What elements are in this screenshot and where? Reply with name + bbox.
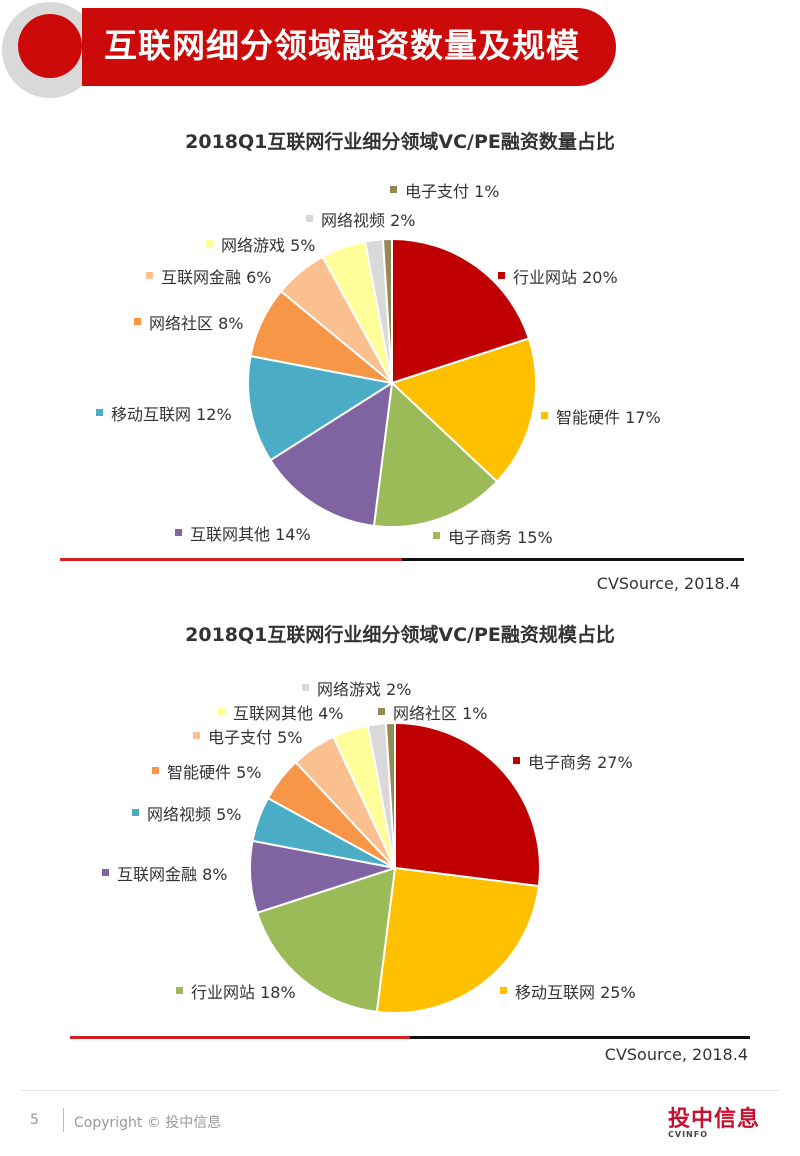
slice-label: 电子商务 27% [513, 753, 633, 772]
slice-label: 行业网站 20% [498, 268, 618, 287]
divider-black [402, 558, 744, 561]
legend-swatch [146, 272, 153, 279]
slice-label-text: 网络游戏 5% [221, 236, 315, 255]
slice-label-text: 电子商务 15% [448, 528, 553, 547]
legend-swatch [152, 767, 159, 774]
chart-financing-count: 2018Q1互联网行业细分领域VC/PE融资数量占比 行业网站 20% 智能硬件 … [60, 131, 744, 593]
slice-label: 智能硬件 17% [541, 408, 661, 427]
legend-swatch [102, 869, 109, 876]
divider-red [70, 1036, 410, 1039]
pie-slice [375, 866, 540, 1014]
logo-text: 投中信息 [668, 1107, 761, 1132]
footer-separator [63, 1108, 64, 1132]
divider-black [410, 1036, 750, 1039]
slice-label: 智能硬件 5% [152, 763, 261, 782]
slice-label-text: 互联网金融 8% [117, 865, 227, 884]
pie-slice [269, 381, 394, 527]
logo-subtext: CVINFO [668, 1130, 708, 1139]
pie-slice [390, 337, 537, 483]
legend-swatch [500, 987, 507, 994]
slice-label: 互联网其他 4% [218, 704, 343, 723]
source-note: CVSource, 2018.4 [596, 574, 740, 593]
legend-swatch [433, 532, 440, 539]
pie-slice [394, 721, 541, 888]
pie-slice [391, 237, 531, 385]
slice-label-text: 网络社区 1% [393, 704, 487, 723]
cvinfo-logo: 投中信息 CVINFO [668, 1101, 761, 1141]
slice-label-text: 电子支付 1% [405, 182, 499, 201]
legend-swatch [306, 215, 313, 222]
slice-label-text: 网络游戏 2% [317, 680, 411, 699]
legend-swatch [218, 708, 225, 715]
slice-label-text: 网络视频 5% [147, 805, 241, 824]
footer-divider [20, 1090, 780, 1091]
chart-financing-scale: 2018Q1互联网行业细分领域VC/PE融资规模占比 电子商务 27% 移动互联网… [70, 624, 750, 1064]
header-decor-dot [18, 14, 82, 78]
slice-label-text: 网络社区 8% [149, 314, 243, 333]
legend-swatch [193, 732, 200, 739]
slice-label-text: 电子支付 5% [208, 728, 302, 747]
slice-label-text: 电子商务 27% [528, 753, 633, 772]
slice-label-text: 智能硬件 5% [167, 763, 261, 782]
slice-label: 电子支付 1% [390, 182, 499, 201]
legend-swatch [302, 684, 309, 691]
slice-label-text: 行业网站 18% [191, 983, 296, 1002]
legend-swatch [541, 412, 548, 419]
slice-label: 电子支付 5% [193, 728, 302, 747]
legend-swatch [132, 809, 139, 816]
page-number: 5 [30, 1112, 39, 1128]
slice-label-text: 互联网其他 14% [190, 525, 311, 544]
slice-label: 行业网站 18% [176, 983, 296, 1002]
legend-swatch [96, 409, 103, 416]
slice-label-text: 互联网金融 6% [161, 268, 271, 287]
slice-label: 网络视频 2% [306, 211, 415, 230]
slice-label-text: 互联网其他 4% [233, 704, 343, 723]
pie-chart-count: 行业网站 20% 智能硬件 17% 电子商务 15% 互联网其他 14% 移动互联网 1… [96, 182, 661, 547]
pie-slice [247, 354, 395, 462]
legend-swatch [134, 318, 141, 325]
chart-title: 2018Q1互联网行业细分领域VC/PE融资数量占比 [185, 131, 615, 153]
header-banner [82, 8, 616, 86]
legend-swatch [378, 708, 385, 715]
slice-label: 网络游戏 5% [206, 236, 315, 255]
slice-label: 移动互联网 25% [500, 983, 636, 1002]
slice-label: 电子商务 15% [433, 528, 553, 547]
pie-slice [384, 721, 396, 869]
legend-swatch [175, 529, 182, 536]
page-title: 互联网细分领域融资数量及规模 [104, 26, 580, 65]
slice-label: 互联网金融 8% [102, 865, 227, 884]
slice-label: 网络视频 5% [132, 805, 241, 824]
slice-label-text: 移动互联网 25% [515, 983, 636, 1002]
legend-swatch [176, 987, 183, 994]
slice-label-text: 智能硬件 17% [556, 408, 661, 427]
legend-swatch [390, 186, 397, 193]
source-note: CVSource, 2018.4 [604, 1045, 748, 1064]
slice-label: 移动互联网 12% [96, 405, 232, 424]
legend-swatch [513, 757, 520, 764]
copyright-text: Copyright © 投中信息 [74, 1115, 222, 1131]
legend-swatch [206, 240, 213, 247]
slice-label-text: 行业网站 20% [513, 268, 618, 287]
legend-swatch [498, 272, 505, 279]
pie-slice [372, 380, 499, 528]
pie-slice [381, 237, 393, 384]
pie-chart-scale: 电子商务 27% 移动互联网 25% 行业网站 18% 互联网金融 8% 网络视频 5%… [102, 680, 636, 1014]
slice-label: 网络社区 1% [378, 704, 487, 723]
slice-label: 互联网金融 6% [146, 268, 271, 287]
divider-red [60, 558, 402, 561]
chart-title: 2018Q1互联网行业细分领域VC/PE融资规模占比 [185, 624, 615, 646]
slice-label: 网络游戏 2% [302, 680, 411, 699]
slice-label-text: 移动互联网 12% [111, 405, 232, 424]
pie-slice [255, 866, 397, 1013]
slice-label-text: 网络视频 2% [321, 211, 415, 230]
slice-label: 互联网其他 14% [175, 525, 311, 544]
slice-label: 网络社区 8% [134, 314, 243, 333]
